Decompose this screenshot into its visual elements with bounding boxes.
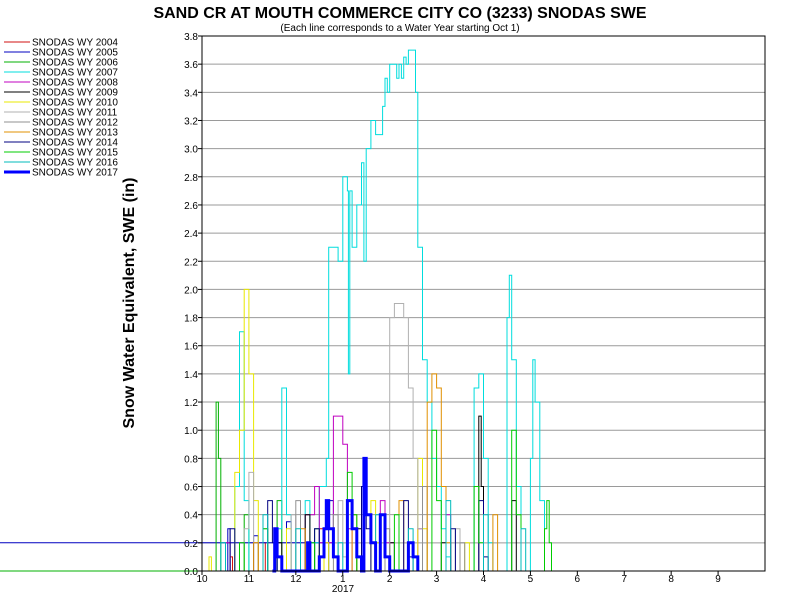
y-tick-label: 3.6	[184, 60, 198, 71]
x-tick-label: 3	[434, 574, 440, 585]
legend-entry: SNODAS WY 2004	[32, 38, 118, 49]
x-tick-label: 5	[528, 574, 534, 585]
y-tick-label: 3.4	[184, 88, 198, 99]
y-tick-label: 2.4	[184, 229, 198, 240]
legend-entry: SNODAS WY 2010	[32, 98, 118, 109]
y-tick-label: 0.2	[184, 539, 198, 550]
x-tick-label: 7	[621, 574, 627, 585]
legend-entry: SNODAS WY 2014	[32, 138, 118, 149]
legend-entry: SNODAS WY 2006	[32, 58, 118, 69]
legend-entry: SNODAS WY 2012	[32, 118, 118, 129]
chart-subtitle: (Each line corresponds to a Water Year s…	[280, 23, 519, 34]
x-tick-label: 6	[575, 574, 581, 585]
legend-entry: SNODAS WY 2011	[32, 108, 118, 119]
y-tick-label: 1.2	[184, 398, 198, 409]
y-axis-label: Snow Water Equivalent, SWE (in)	[121, 178, 138, 429]
y-tick-label: 1.6	[184, 342, 198, 353]
grid	[202, 35, 765, 572]
y-tick-label: 0.0	[184, 567, 198, 578]
legend-entry: SNODAS WY 2016	[32, 158, 118, 169]
y-tick-label: 3.2	[184, 116, 198, 127]
legend-entry: SNODAS WY 2017	[32, 168, 118, 179]
x-tick-label: 10	[196, 574, 208, 585]
x-tick-label: 2	[387, 574, 393, 585]
y-tick-label: 1.4	[184, 370, 198, 381]
x-axis-ticks: 10 11 12 1 2 3 4 5 6 7 8 9	[196, 571, 721, 585]
y-tick-label: 0.4	[184, 511, 198, 522]
series-line-snodas-wy-2016	[216, 500, 527, 572]
legend-entry: SNODAS WY 2009	[32, 88, 118, 99]
x-tick-label: 11	[244, 574, 255, 585]
x-tick-label: 1	[340, 574, 346, 585]
y-tick-label: 0.8	[184, 454, 198, 465]
y-tick-label: 1.0	[184, 426, 198, 437]
legend-entry: SNODAS WY 2013	[32, 128, 118, 139]
y-tick-label: 3.8	[184, 32, 198, 43]
series-line-snodas-wy-2017	[272, 456, 420, 573]
y-tick-label: 2.2	[184, 257, 198, 268]
y-tick-label: 0.6	[184, 483, 198, 494]
x-tick-label: 8	[668, 574, 674, 585]
y-tick-label: 2.8	[184, 173, 198, 184]
chart-title: SAND CR AT MOUTH COMMERCE CITY CO (3233)…	[153, 5, 646, 22]
legend-entry: SNODAS WY 2005	[32, 48, 118, 59]
x-tick-label: 12	[290, 574, 302, 585]
legend-entry: SNODAS WY 2007	[32, 68, 118, 79]
y-tick-label: 3.0	[184, 145, 198, 156]
y-tick-label: 2.0	[184, 285, 198, 296]
y-axis-ticks: 0.0 0.2 0.4 0.6 0.8 1.0 1.2 1.4 1.6 1.8 2.0 2.2 2.4 2…	[184, 32, 202, 578]
x-tick-label: 4	[481, 574, 487, 585]
y-tick-label: 1.8	[184, 314, 198, 325]
x-year-label: 2017	[332, 584, 355, 595]
x-tick-label: 9	[715, 574, 721, 585]
legend-entry: SNODAS WY 2015	[32, 148, 118, 159]
legend-entry: SNODAS WY 2008	[32, 78, 118, 89]
y-tick-label: 2.6	[184, 201, 198, 212]
